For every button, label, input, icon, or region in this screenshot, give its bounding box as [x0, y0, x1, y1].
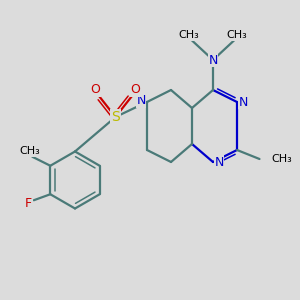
Text: N: N [238, 95, 248, 109]
Text: O: O [131, 83, 140, 96]
Text: CH₃: CH₃ [226, 30, 248, 40]
Text: N: N [136, 94, 146, 107]
Text: N: N [208, 53, 218, 67]
Text: S: S [111, 110, 120, 124]
Text: CH₃: CH₃ [271, 154, 292, 164]
Text: CH₃: CH₃ [19, 146, 40, 156]
Text: CH₃: CH₃ [178, 30, 200, 40]
Text: O: O [91, 83, 100, 96]
Text: N: N [214, 155, 224, 169]
Text: F: F [25, 197, 32, 210]
